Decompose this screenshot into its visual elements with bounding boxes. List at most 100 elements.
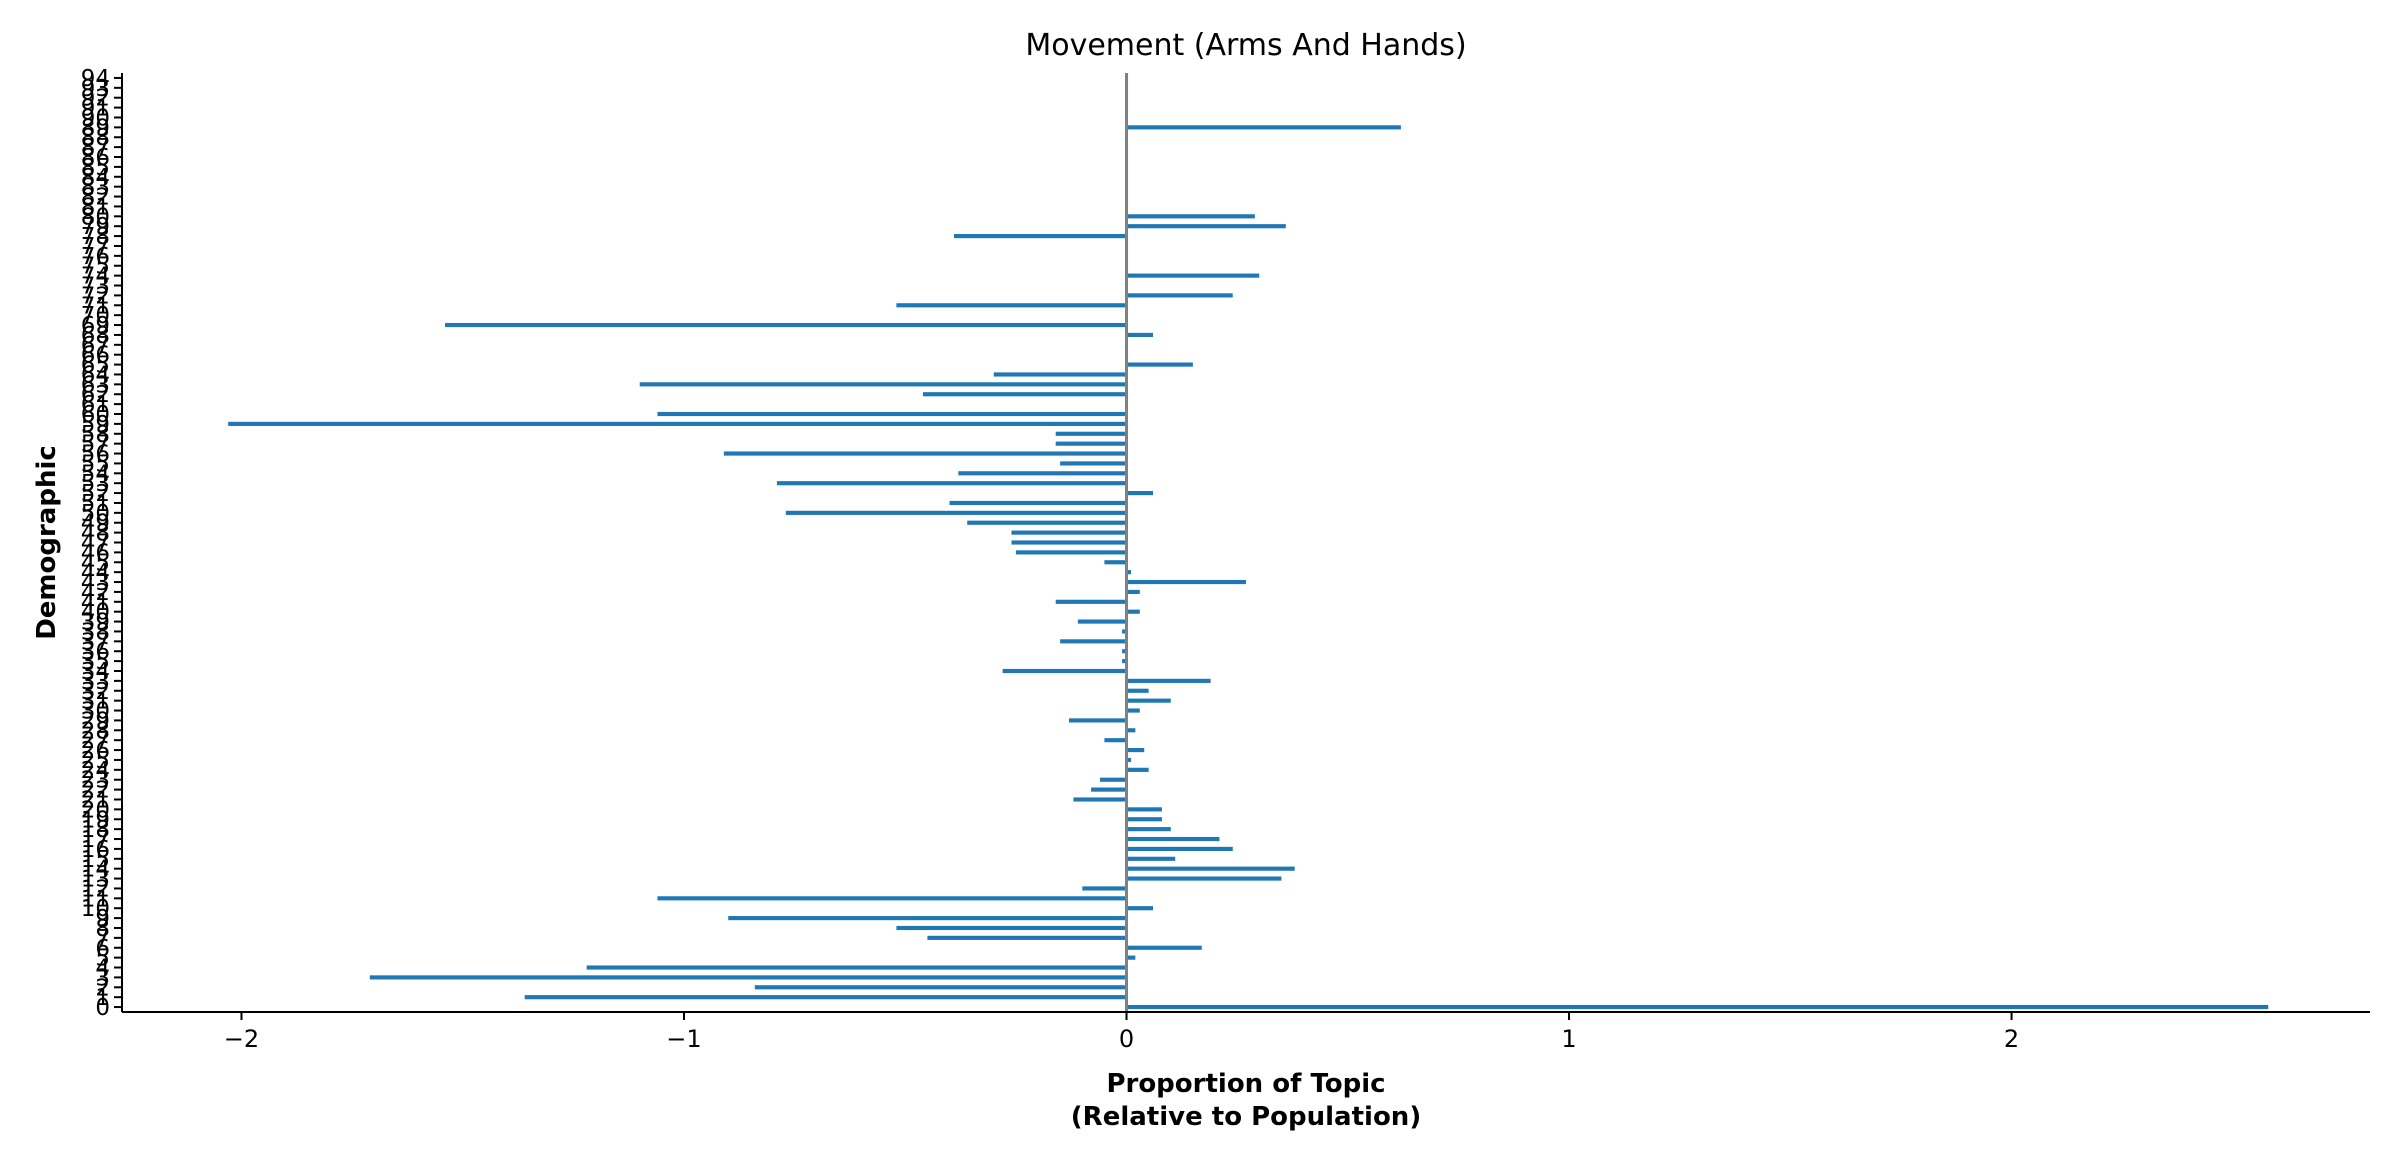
y-tick-label: 14 xyxy=(81,857,110,883)
bar-2 xyxy=(754,985,1127,990)
y-tick-label: 38 xyxy=(81,619,110,645)
y-tick-label: 36 xyxy=(81,639,110,665)
y-tick-label: 76 xyxy=(81,244,110,270)
bar-25 xyxy=(1126,757,1131,763)
bar-47 xyxy=(1011,540,1127,545)
bar-33 xyxy=(1126,678,1211,683)
bar-40 xyxy=(1126,609,1140,614)
y-tick-label: 31 xyxy=(81,689,110,715)
y-tick-label: 54 xyxy=(81,461,110,487)
bar-71 xyxy=(896,303,1127,308)
y-tick-label: 70 xyxy=(81,303,110,329)
y-tick-label: 50 xyxy=(81,501,110,527)
y-tick-label: 20 xyxy=(81,797,110,823)
bar-51 xyxy=(949,500,1127,506)
bar-3 xyxy=(369,975,1127,980)
bar-7 xyxy=(927,935,1127,940)
bar-24 xyxy=(1126,767,1149,772)
bar-44 xyxy=(1126,570,1131,575)
bar-13 xyxy=(1126,876,1282,881)
y-tick-label: 6 xyxy=(95,936,110,962)
bar-27 xyxy=(1104,738,1127,743)
y-tick-label: 63 xyxy=(81,372,110,398)
y-tick-label: 13 xyxy=(81,867,110,893)
y-tick-label: 45 xyxy=(81,550,110,576)
y-tick-label: 90 xyxy=(81,105,110,131)
bar-57 xyxy=(1055,441,1127,446)
y-tick-label: 26 xyxy=(81,738,110,764)
bar-14 xyxy=(1126,866,1295,871)
bar-18 xyxy=(1126,827,1171,832)
bar-79 xyxy=(1126,224,1286,229)
chart-title: Movement (Arms And Hands) xyxy=(1025,28,1466,63)
y-tick-label: 86 xyxy=(81,145,110,171)
y-tick-label: 5 xyxy=(95,946,110,972)
bar-28 xyxy=(1126,728,1136,733)
bar-42 xyxy=(1126,589,1140,594)
y-tick-label: 52 xyxy=(81,481,110,507)
y-tick-label: 82 xyxy=(81,185,110,211)
bar-36 xyxy=(1122,649,1127,654)
bar-15 xyxy=(1126,856,1176,861)
bar-34 xyxy=(1002,668,1127,674)
y-tick-label: 8 xyxy=(95,916,110,942)
x-tick-label: 0 xyxy=(1119,1025,1134,1053)
bar-11 xyxy=(657,896,1127,901)
y-tick-label: 84 xyxy=(81,165,110,191)
bar-12 xyxy=(1082,886,1127,891)
y-tick-label: 27 xyxy=(81,728,110,754)
bar-4 xyxy=(586,965,1127,970)
bar-29 xyxy=(1068,718,1127,723)
bar-19 xyxy=(1126,817,1162,822)
bar-6 xyxy=(1126,945,1202,950)
bar-17 xyxy=(1126,836,1220,842)
y-tick-label: 30 xyxy=(81,699,110,725)
y-tick-label: 89 xyxy=(81,115,110,141)
y-tick-label: 73 xyxy=(81,274,110,300)
y-tick-label: 71 xyxy=(81,293,110,319)
bar-63 xyxy=(639,382,1127,387)
bar-43 xyxy=(1126,579,1246,585)
bar-20 xyxy=(1126,807,1162,812)
bar-1 xyxy=(524,995,1127,1000)
y-tick-label: 7 xyxy=(95,926,110,952)
y-tick-label: 77 xyxy=(81,234,110,260)
y-tick-label: 79 xyxy=(81,214,110,240)
y-tick-label: 94 xyxy=(81,66,110,92)
bar-50 xyxy=(785,510,1127,515)
bar-16 xyxy=(1126,846,1233,851)
bar-45 xyxy=(1104,560,1127,565)
y-tick-label: 10 xyxy=(81,896,110,922)
y-tick-label: 87 xyxy=(81,135,110,161)
bar-35 xyxy=(1122,659,1127,664)
bar-38 xyxy=(1122,629,1127,634)
bar-59 xyxy=(228,421,1127,426)
bar-68 xyxy=(1126,332,1154,338)
y-tick-label: 57 xyxy=(81,432,110,458)
bar-65 xyxy=(1126,362,1193,367)
x-axis-ticks: −2 −1 0 1 2 xyxy=(224,1012,2019,1053)
y-axis-title: Demographic xyxy=(32,445,62,640)
y-tick-label: 83 xyxy=(81,175,110,201)
y-tick-label: 34 xyxy=(81,659,110,685)
y-tick-label: 64 xyxy=(81,362,110,388)
y-tick-label: 41 xyxy=(81,590,110,616)
y-tick-label: 23 xyxy=(81,768,110,794)
y-tick-label: 29 xyxy=(81,708,110,734)
y-tick-label: 25 xyxy=(81,748,110,774)
bar-39 xyxy=(1077,619,1127,624)
y-tick-label: 22 xyxy=(81,778,110,804)
y-tick-label: 53 xyxy=(81,471,110,497)
y-tick-label: 42 xyxy=(81,580,110,606)
y-tick-label: 2 xyxy=(95,975,110,1001)
bar-54 xyxy=(958,471,1127,476)
bar-58 xyxy=(1055,431,1127,436)
y-tick-label: 37 xyxy=(81,629,110,655)
y-tick-label: 59 xyxy=(81,412,110,438)
y-tick-label: 12 xyxy=(81,876,110,902)
y-tick-label: 80 xyxy=(81,204,110,230)
y-tick-label: 21 xyxy=(81,787,110,813)
x-tick-label: −2 xyxy=(224,1025,259,1053)
bar-30 xyxy=(1126,708,1140,713)
